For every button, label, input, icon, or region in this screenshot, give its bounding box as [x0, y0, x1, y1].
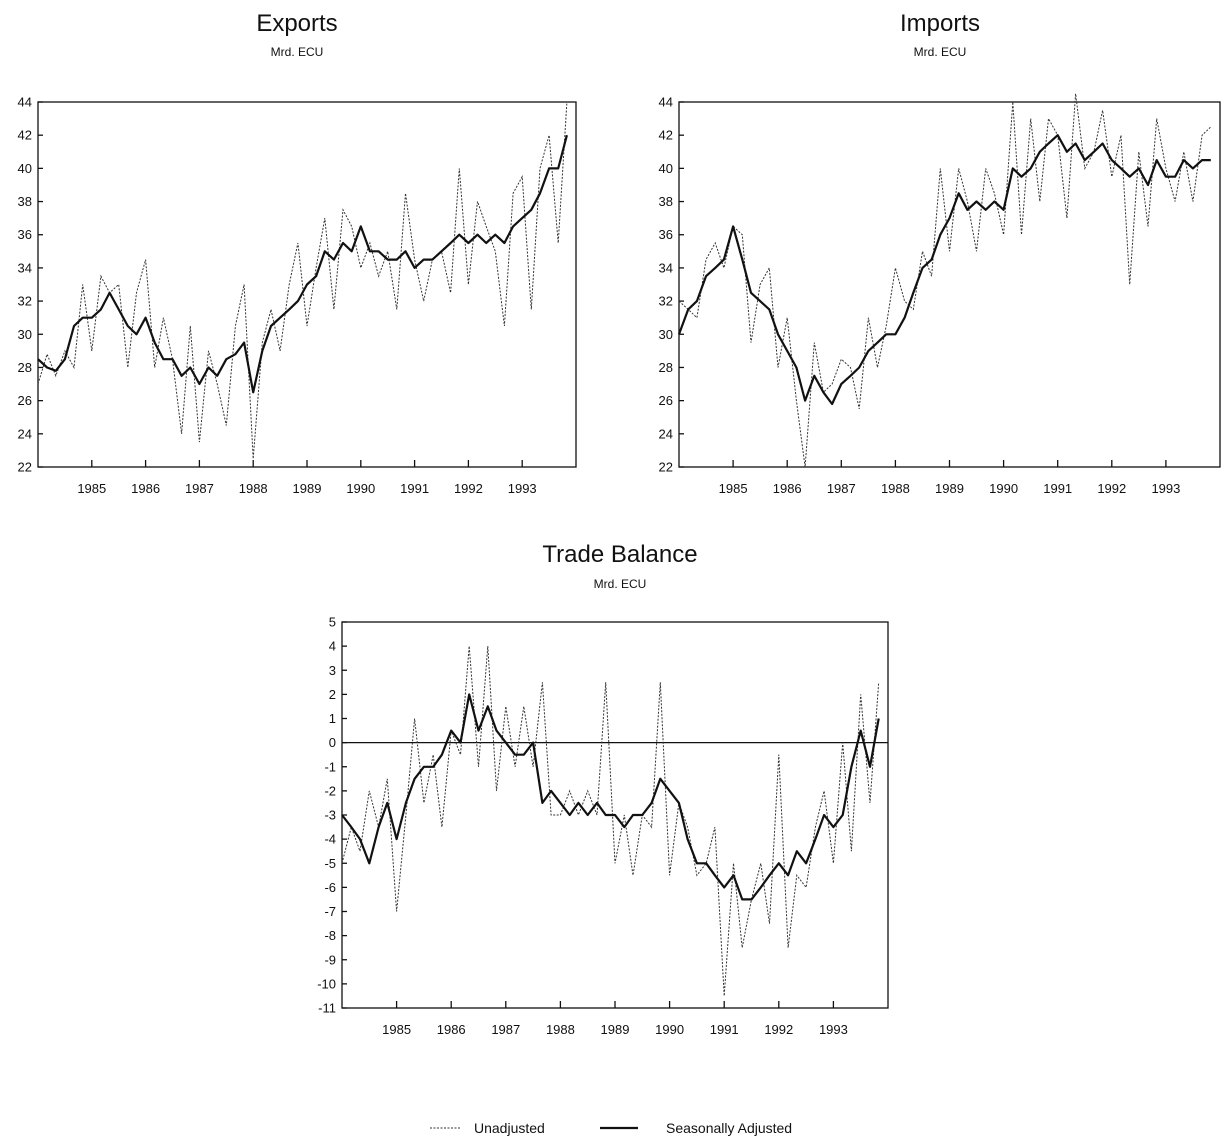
imports-series-unadjusted — [678, 93, 1212, 468]
imports-y-tick-label: 40 — [659, 161, 673, 176]
exports-y-tick-label: 34 — [18, 260, 32, 275]
legend: Unadjusted Seasonally Adjusted — [430, 1120, 792, 1136]
exports-y-tick-label: 28 — [18, 360, 32, 375]
exports-x-tick-label: 1988 — [239, 481, 268, 496]
imports-series-seasonally-adjusted — [677, 134, 1211, 406]
trade-balance-y-tick-label: -7 — [324, 904, 336, 919]
trade-balance-x-tick-label: 1990 — [655, 1022, 684, 1037]
legend-label-seasonally-adjusted: Seasonally Adjusted — [666, 1120, 792, 1136]
exports-x-tick-label: 1993 — [508, 481, 537, 496]
trade-balance-y-tick-label: -2 — [324, 783, 336, 798]
imports-y-tick-label: 24 — [659, 426, 673, 441]
trade-balance-x-tick-label: 1985 — [382, 1022, 411, 1037]
exports-x-tick-label: 1989 — [293, 481, 322, 496]
imports-x-tick-label: 1991 — [1043, 481, 1072, 496]
trade-balance-x-tick-label: 1993 — [819, 1022, 848, 1037]
trade-balance-panel: Trade Balance Mrd. ECU -11-10-9-8-7-6-5-… — [317, 541, 889, 1037]
exports-y-tick-label: 36 — [18, 227, 32, 242]
trade-balance-subtitle: Mrd. ECU — [594, 577, 647, 591]
exports-y-tick-label: 38 — [18, 194, 32, 209]
exports-y-tick-label: 22 — [18, 460, 32, 475]
imports-x-tick-label: 1989 — [935, 481, 964, 496]
exports-y-tick-label: 44 — [18, 95, 32, 110]
imports-panel: Imports Mrd. ECU 22 24 26 28 30 32 34 36 38 40 42 4… — [659, 10, 1221, 496]
imports-x-tick-label: 1986 — [773, 481, 802, 496]
trade-balance-y-tick-label: 3 — [329, 663, 336, 678]
trade-balance-x-tick-label: 1988 — [546, 1022, 575, 1037]
trade-balance-y-tick-label: -9 — [324, 952, 336, 967]
exports-y-tick-label: 26 — [18, 393, 32, 408]
trade-balance-y-tick-label: -4 — [324, 832, 336, 847]
trade-balance-y-tick-label: -10 — [317, 976, 336, 991]
imports-x-tick-label: 1992 — [1097, 481, 1126, 496]
trade-balance-y-tick-label: -3 — [324, 808, 336, 823]
exports-y-tick-label: 32 — [18, 294, 32, 309]
trade-balance-x-tick-label: 1986 — [437, 1022, 466, 1037]
imports-x-tick-label: 1987 — [827, 481, 856, 496]
imports-y-tick-label: 26 — [659, 393, 673, 408]
imports-y-tick-label: 34 — [659, 260, 673, 275]
exports-y-tick-label: 40 — [18, 161, 32, 176]
imports-y-tick-label: 30 — [659, 327, 673, 342]
trade-balance-x-tick-label: 1989 — [601, 1022, 630, 1037]
exports-x-tick-label: 1986 — [131, 481, 160, 496]
trade-balance-y-tick-label: -11 — [318, 1001, 336, 1016]
imports-y-tick-label: 28 — [659, 360, 673, 375]
trade-balance-y-tick-label: 0 — [329, 735, 336, 750]
trade-balance-x-tick-label: 1992 — [764, 1022, 793, 1037]
imports-y-tick-label: 32 — [659, 294, 673, 309]
trade-balance-y-tick-label: 2 — [329, 687, 336, 702]
trade-balance-y-tick-label: -5 — [324, 856, 336, 871]
exports-y-tick-label: 30 — [18, 327, 32, 342]
imports-y-tick-label: 22 — [659, 460, 673, 475]
exports-panel: Exports Mrd. ECU 22 24 26 28 30 32 34 36 38 40 42 4… — [18, 10, 577, 496]
trade-balance-series-unadjusted — [341, 646, 880, 996]
imports-y-tick-label: 38 — [659, 194, 673, 209]
exports-y-tick-label: 42 — [18, 128, 32, 143]
imports-y-tick-label: 42 — [659, 128, 673, 143]
trade-balance-y-tick-label: -1 — [324, 759, 336, 774]
imports-x-tick-label: 1988 — [881, 481, 910, 496]
exports-x-tick-label: 1991 — [400, 481, 429, 496]
imports-y-tick-label: 44 — [659, 95, 673, 110]
trade-balance-y-tick-label: 5 — [329, 615, 336, 630]
imports-x-tick-label: 1993 — [1151, 481, 1180, 496]
trade-balance-y-tick-label: 4 — [329, 639, 336, 654]
exports-series-unadjusted — [37, 101, 568, 459]
legend-label-unadjusted: Unadjusted — [474, 1120, 545, 1136]
imports-x-tick-label: 1990 — [989, 481, 1018, 496]
exports-x-tick-label: 1990 — [346, 481, 375, 496]
imports-y-tick-label: 36 — [659, 227, 673, 242]
exports-series-seasonally-adjusted — [37, 134, 568, 394]
imports-title: Imports — [900, 10, 980, 37]
trade-balance-y-tick-label: -8 — [324, 928, 336, 943]
exports-subtitle: Mrd. ECU — [271, 45, 324, 59]
trade-balance-y-tick-label: 1 — [329, 711, 336, 726]
trade-balance-title: Trade Balance — [542, 541, 697, 568]
trade-balance-x-tick-label: 1987 — [491, 1022, 520, 1037]
exports-x-tick-label: 1987 — [185, 481, 214, 496]
exports-title: Exports — [256, 10, 337, 37]
trade-balance-series-seasonally-adjusted — [341, 693, 880, 901]
imports-x-tick-label: 1985 — [719, 481, 748, 496]
trade-balance-y-tick-label: -6 — [324, 880, 336, 895]
exports-x-tick-label: 1992 — [454, 481, 483, 496]
trade-balance-x-tick-label: 1991 — [710, 1022, 739, 1037]
exports-x-tick-label: 1985 — [77, 481, 106, 496]
imports-subtitle: Mrd. ECU — [914, 45, 967, 59]
exports-y-tick-label: 24 — [18, 426, 32, 441]
